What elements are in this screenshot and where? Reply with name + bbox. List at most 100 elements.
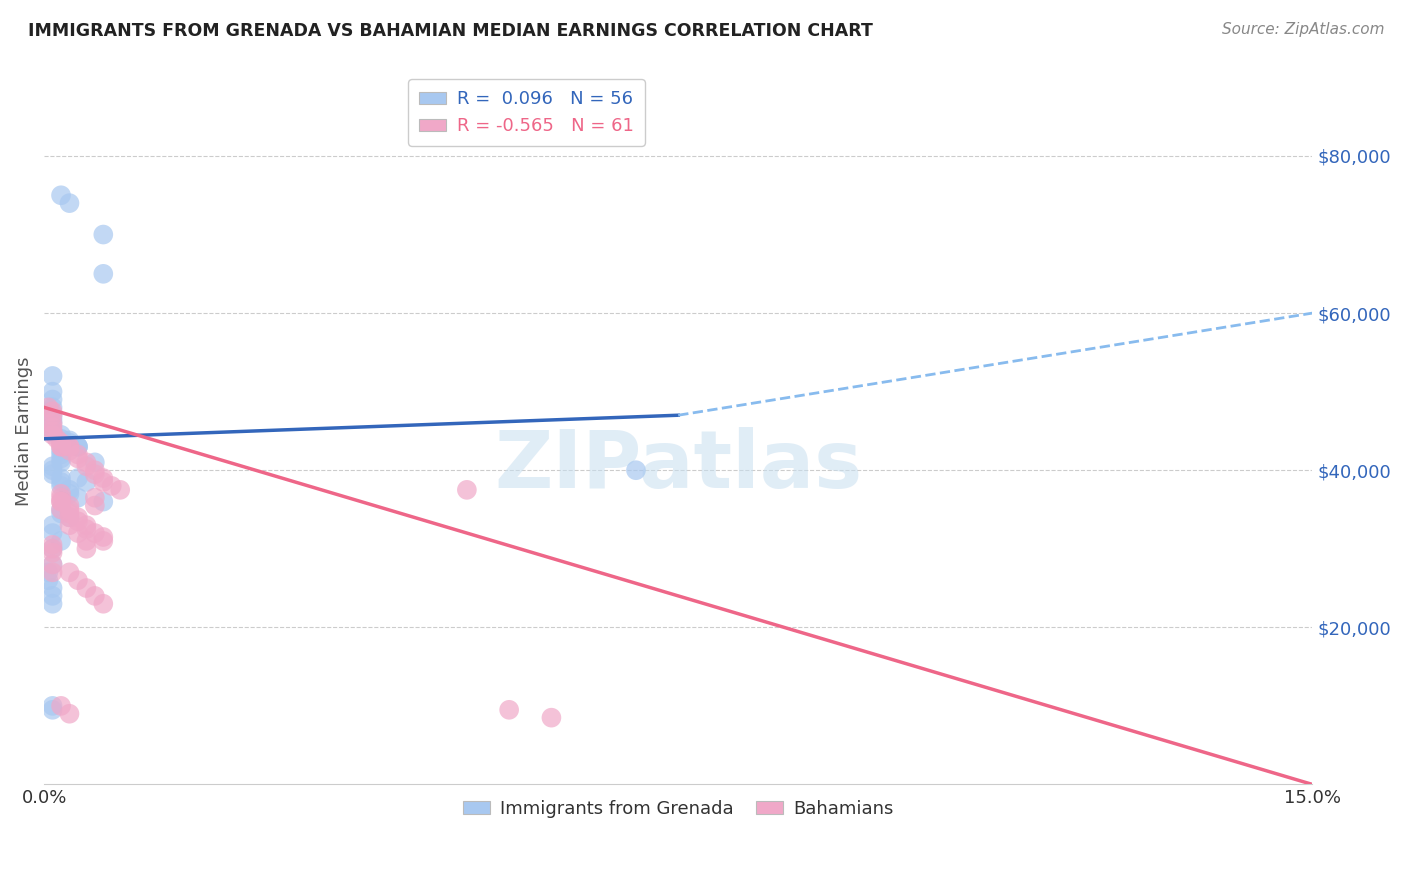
Point: [58, 440, 80, 454]
Point: [58, 443, 80, 458]
Point: [41, 463, 63, 477]
Point: [66, 526, 89, 541]
Point: [49, 502, 72, 516]
Point: [66, 510, 89, 524]
Point: [66, 573, 89, 587]
Point: [91, 267, 114, 281]
Point: [41, 404, 63, 418]
Point: [83, 455, 105, 469]
Point: [91, 597, 114, 611]
Point: [83, 499, 105, 513]
Point: [75, 581, 97, 595]
Point: [41, 558, 63, 572]
Point: [41, 526, 63, 541]
Point: [83, 491, 105, 505]
Point: [49, 494, 72, 508]
Point: [41, 546, 63, 560]
Point: [37, 573, 59, 587]
Point: [49, 443, 72, 458]
Point: [624, 463, 647, 477]
Point: [37, 566, 59, 580]
Point: [66, 451, 89, 466]
Point: [75, 518, 97, 533]
Point: [83, 467, 105, 482]
Point: [58, 502, 80, 516]
Point: [91, 533, 114, 548]
Point: [41, 597, 63, 611]
Point: [49, 491, 72, 505]
Point: [41, 428, 63, 442]
Point: [41, 416, 63, 430]
Point: [75, 533, 97, 548]
Point: [41, 425, 63, 440]
Legend: Immigrants from Grenada, Bahamians: Immigrants from Grenada, Bahamians: [456, 792, 901, 825]
Point: [37, 401, 59, 415]
Point: [58, 507, 80, 521]
Point: [41, 698, 63, 713]
Point: [91, 475, 114, 489]
Point: [49, 698, 72, 713]
Point: [91, 227, 114, 242]
Point: [41, 424, 63, 438]
Point: [39, 404, 62, 418]
Point: [58, 435, 80, 450]
Y-axis label: Median Earnings: Median Earnings: [15, 356, 32, 506]
Point: [49, 475, 72, 489]
Point: [49, 479, 72, 493]
Point: [41, 459, 63, 474]
Point: [75, 455, 97, 469]
Point: [66, 440, 89, 454]
Point: [41, 408, 63, 422]
Point: [49, 435, 72, 450]
Point: [49, 428, 72, 442]
Point: [41, 589, 63, 603]
Point: [83, 463, 105, 477]
Text: Source: ZipAtlas.com: Source: ZipAtlas.com: [1222, 22, 1385, 37]
Point: [49, 188, 72, 202]
Point: [66, 448, 89, 462]
Point: [540, 711, 562, 725]
Point: [100, 479, 122, 493]
Point: [49, 440, 72, 454]
Point: [75, 459, 97, 474]
Point: [58, 706, 80, 721]
Point: [41, 384, 63, 399]
Point: [37, 420, 59, 434]
Point: [91, 530, 114, 544]
Point: [41, 581, 63, 595]
Point: [41, 424, 63, 438]
Point: [58, 196, 80, 211]
Point: [58, 487, 80, 501]
Point: [41, 408, 63, 422]
Point: [49, 440, 72, 454]
Point: [41, 538, 63, 552]
Point: [41, 703, 63, 717]
Point: [41, 467, 63, 482]
Point: [49, 533, 72, 548]
Point: [41, 416, 63, 430]
Point: [66, 491, 89, 505]
Point: [58, 518, 80, 533]
Point: [58, 434, 80, 448]
Point: [45, 432, 67, 446]
Text: ZIPatlas: ZIPatlas: [494, 427, 862, 505]
Point: [49, 507, 72, 521]
Point: [58, 510, 80, 524]
Point: [58, 440, 80, 454]
Point: [108, 483, 131, 497]
Point: [41, 541, 63, 556]
Point: [49, 502, 72, 516]
Point: [498, 703, 520, 717]
Point: [41, 401, 63, 415]
Point: [83, 589, 105, 603]
Point: [49, 448, 72, 462]
Point: [41, 392, 63, 407]
Point: [58, 566, 80, 580]
Point: [58, 499, 80, 513]
Point: [41, 412, 63, 426]
Point: [75, 522, 97, 536]
Point: [41, 368, 63, 383]
Point: [456, 483, 478, 497]
Point: [75, 541, 97, 556]
Point: [49, 455, 72, 469]
